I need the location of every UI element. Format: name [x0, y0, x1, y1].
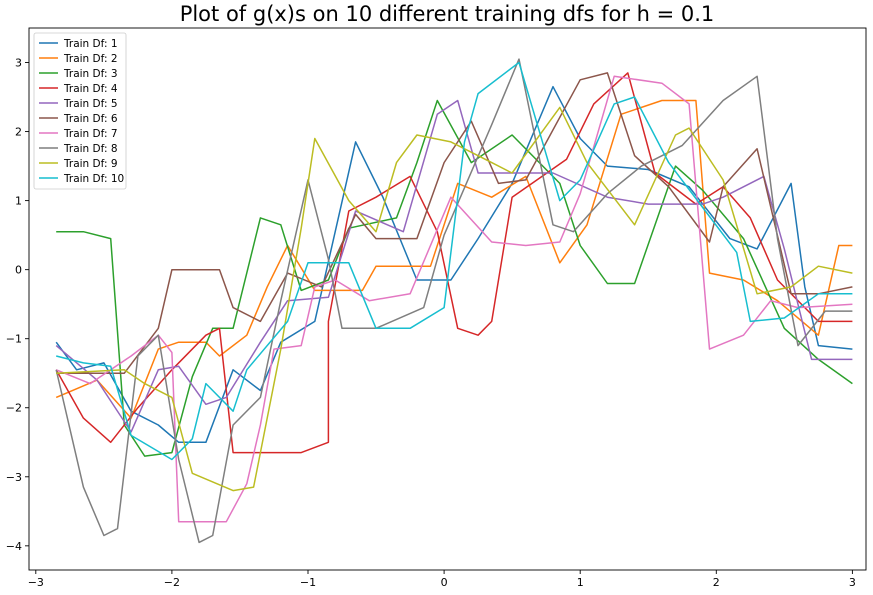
series-line-9 — [56, 106, 853, 492]
legend-label-10: Train Df: 10 — [63, 173, 124, 185]
legend-label-4: Train Df: 4 — [63, 83, 118, 95]
plot-area-border — [28, 27, 867, 571]
series-line-4 — [55, 72, 853, 454]
x-tick-label: 1 — [577, 576, 584, 589]
y-axis: −4 −3 −2 −1 0 1 2 3 — [6, 57, 29, 553]
chart-title: Plot of g(x)s on 10 different training d… — [179, 2, 715, 26]
legend: Train Df: 1 Train Df: 2 Train Df: 3 Train D… — [33, 32, 127, 190]
x-axis: −3 −2 −1 0 1 2 3 — [28, 570, 856, 589]
y-tick-label: 2 — [15, 126, 22, 139]
x-tick-label: −1 — [300, 576, 316, 589]
legend-label-5: Train Df: 5 — [63, 98, 118, 110]
x-tick-label: −3 — [28, 576, 44, 589]
y-tick-label: −2 — [6, 402, 22, 415]
y-tick-label: −1 — [6, 333, 22, 346]
series-line-10 — [56, 61, 853, 461]
series-lines — [55, 58, 853, 544]
x-tick-label: 2 — [713, 576, 720, 589]
y-tick-label: −3 — [6, 471, 22, 484]
series-line-2 — [55, 99, 853, 419]
y-tick-label: 1 — [15, 195, 22, 208]
x-tick-label: 0 — [441, 576, 448, 589]
series-line-5 — [55, 99, 853, 433]
legend-label-6: Train Df: 6 — [63, 113, 118, 125]
axes-frame — [28, 27, 867, 571]
legend-label-2: Train Df: 2 — [63, 53, 118, 65]
x-tick-label: −2 — [164, 576, 180, 589]
y-tick-label: 3 — [15, 57, 22, 70]
legend-box — [33, 32, 127, 190]
legend-label-3: Train Df: 3 — [63, 68, 118, 80]
y-tick-label: −4 — [6, 540, 22, 553]
series-line-6 — [56, 72, 853, 374]
legend-label-7: Train Df: 7 — [63, 128, 118, 140]
legend-label-9: Train Df: 9 — [63, 158, 118, 170]
legend-label-1: Train Df: 1 — [63, 38, 118, 50]
series-line-1 — [55, 85, 853, 444]
y-tick-label: 0 — [15, 264, 22, 277]
x-tick-label: 3 — [849, 576, 856, 589]
legend-label-8: Train Df: 8 — [63, 143, 118, 155]
